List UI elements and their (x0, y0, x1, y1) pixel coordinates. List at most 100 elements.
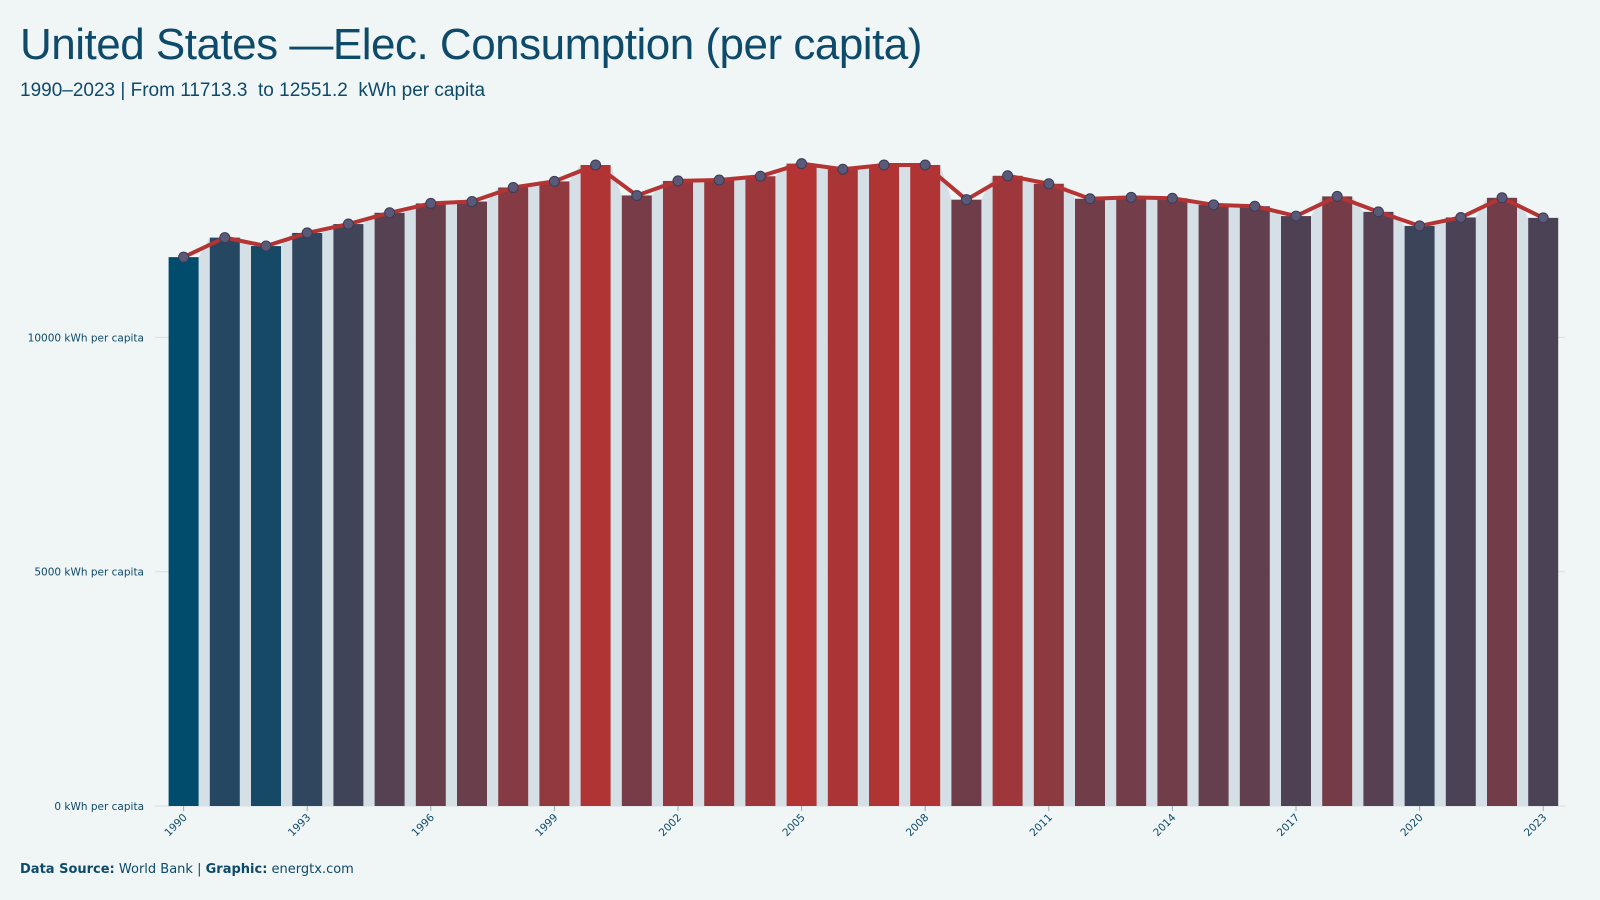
data-point (342, 218, 354, 230)
data-point (1043, 178, 1055, 190)
x-tick-label: 2005 (780, 812, 807, 839)
x-tick-label: 1999 (533, 812, 560, 839)
bar-gap-shadow (1063, 183, 1075, 807)
bar (457, 201, 487, 807)
data-point (754, 170, 766, 182)
data-point (1084, 193, 1096, 205)
data-point (796, 158, 808, 170)
bar-gap-shadow (198, 237, 210, 806)
bar (1239, 206, 1270, 806)
bar (1487, 197, 1517, 806)
bar-gap-shadow (487, 187, 499, 806)
data-point (1002, 170, 1014, 182)
data-point (1537, 212, 1549, 224)
data-point (384, 207, 396, 219)
bar (1445, 217, 1476, 806)
bar-gap-shadow (1187, 198, 1199, 806)
bar (1528, 217, 1559, 807)
bar (292, 232, 323, 807)
bar-gap-shadow (857, 164, 869, 807)
x-tick-label: 1990 (162, 812, 189, 839)
bar (1157, 198, 1188, 806)
x-tick-label: 2023 (1522, 812, 1549, 839)
data-point (1331, 190, 1343, 202)
data-point (1166, 192, 1178, 204)
bar-gap-shadow (1393, 211, 1405, 806)
bar (374, 212, 405, 806)
bar-gap-shadow (1475, 197, 1487, 806)
data-point (1208, 199, 1220, 211)
y-axis-ticks: 0 kWh per capita 5000 kWh per capita 10000… (28, 332, 144, 813)
data-point (960, 194, 972, 206)
bar-gap-shadow (610, 164, 622, 807)
bar-gap-shadow (981, 175, 993, 806)
bar (786, 163, 817, 807)
bar (251, 246, 281, 807)
bar (168, 257, 199, 807)
data-point (1496, 192, 1508, 204)
data-point (713, 174, 725, 186)
bar (1075, 198, 1105, 806)
x-tick-label: 2020 (1398, 812, 1425, 839)
bar-shadows (198, 163, 1529, 807)
data-point (1455, 211, 1467, 223)
data-point (590, 159, 602, 171)
bar-gap-shadow (569, 164, 581, 807)
y-tick-label: 5000 kWh per capita (34, 567, 144, 579)
bar-gap-shadow (1269, 206, 1281, 806)
data-point (178, 251, 190, 263)
data-point (260, 240, 272, 252)
y-tick-label: 0 kWh per capita (54, 801, 144, 813)
bar-gap-shadow (363, 212, 375, 806)
chart-title: United States —Elec. Consumption (per ca… (20, 20, 922, 69)
data-point (1249, 200, 1261, 212)
x-tick-label: 2017 (1275, 812, 1302, 839)
bar (539, 181, 570, 806)
data-point (919, 159, 931, 171)
x-axis-ticks: 1990 1993 1996 1999 2002 2005 2008 2011 2014 2017… (162, 806, 1549, 839)
bar-gap-shadow (693, 179, 705, 806)
bar-gap-shadow (775, 163, 787, 807)
bar-gap-shadow (1105, 197, 1117, 807)
data-point (1290, 210, 1302, 222)
bar-gap-shadow (734, 176, 746, 807)
trend-line (181, 161, 1546, 260)
data-point (672, 175, 684, 187)
bar (951, 199, 982, 806)
bar (1281, 216, 1311, 806)
data-point (425, 197, 437, 209)
bars (168, 163, 1559, 807)
y-tick-label: 10000 kWh per capita (28, 332, 144, 344)
source-label: Data Source: (20, 862, 115, 877)
bar-gap-shadow (404, 203, 416, 807)
bar (869, 164, 899, 807)
bar-gap-shadow (528, 181, 540, 806)
bar (745, 176, 776, 807)
bar-gap-shadow (1022, 175, 1034, 806)
bar (992, 175, 1023, 806)
x-tick-label: 1993 (286, 812, 313, 839)
bar (663, 180, 693, 806)
bar (1322, 196, 1353, 807)
x-tick-label: 2014 (1151, 811, 1179, 839)
data-point (219, 232, 231, 244)
bar (1198, 204, 1229, 806)
data-point (1125, 191, 1137, 203)
bar-gap-shadow (1311, 196, 1323, 807)
x-tick-label: 1996 (410, 811, 438, 839)
bar-gap-shadow (281, 232, 293, 807)
data-points (178, 158, 1549, 263)
x-tick-label: 2011 (1028, 812, 1055, 839)
data-point (631, 189, 643, 201)
data-point (1372, 206, 1384, 218)
graphic-label: Graphic: (205, 862, 268, 877)
bar (1116, 197, 1147, 807)
bar (704, 179, 735, 806)
trend-line-group (181, 161, 1546, 260)
data-point (466, 196, 478, 208)
graphic-value: energtx.com (271, 862, 354, 877)
bar (621, 195, 652, 807)
bar (333, 224, 364, 806)
bar-gap-shadow (322, 224, 334, 806)
